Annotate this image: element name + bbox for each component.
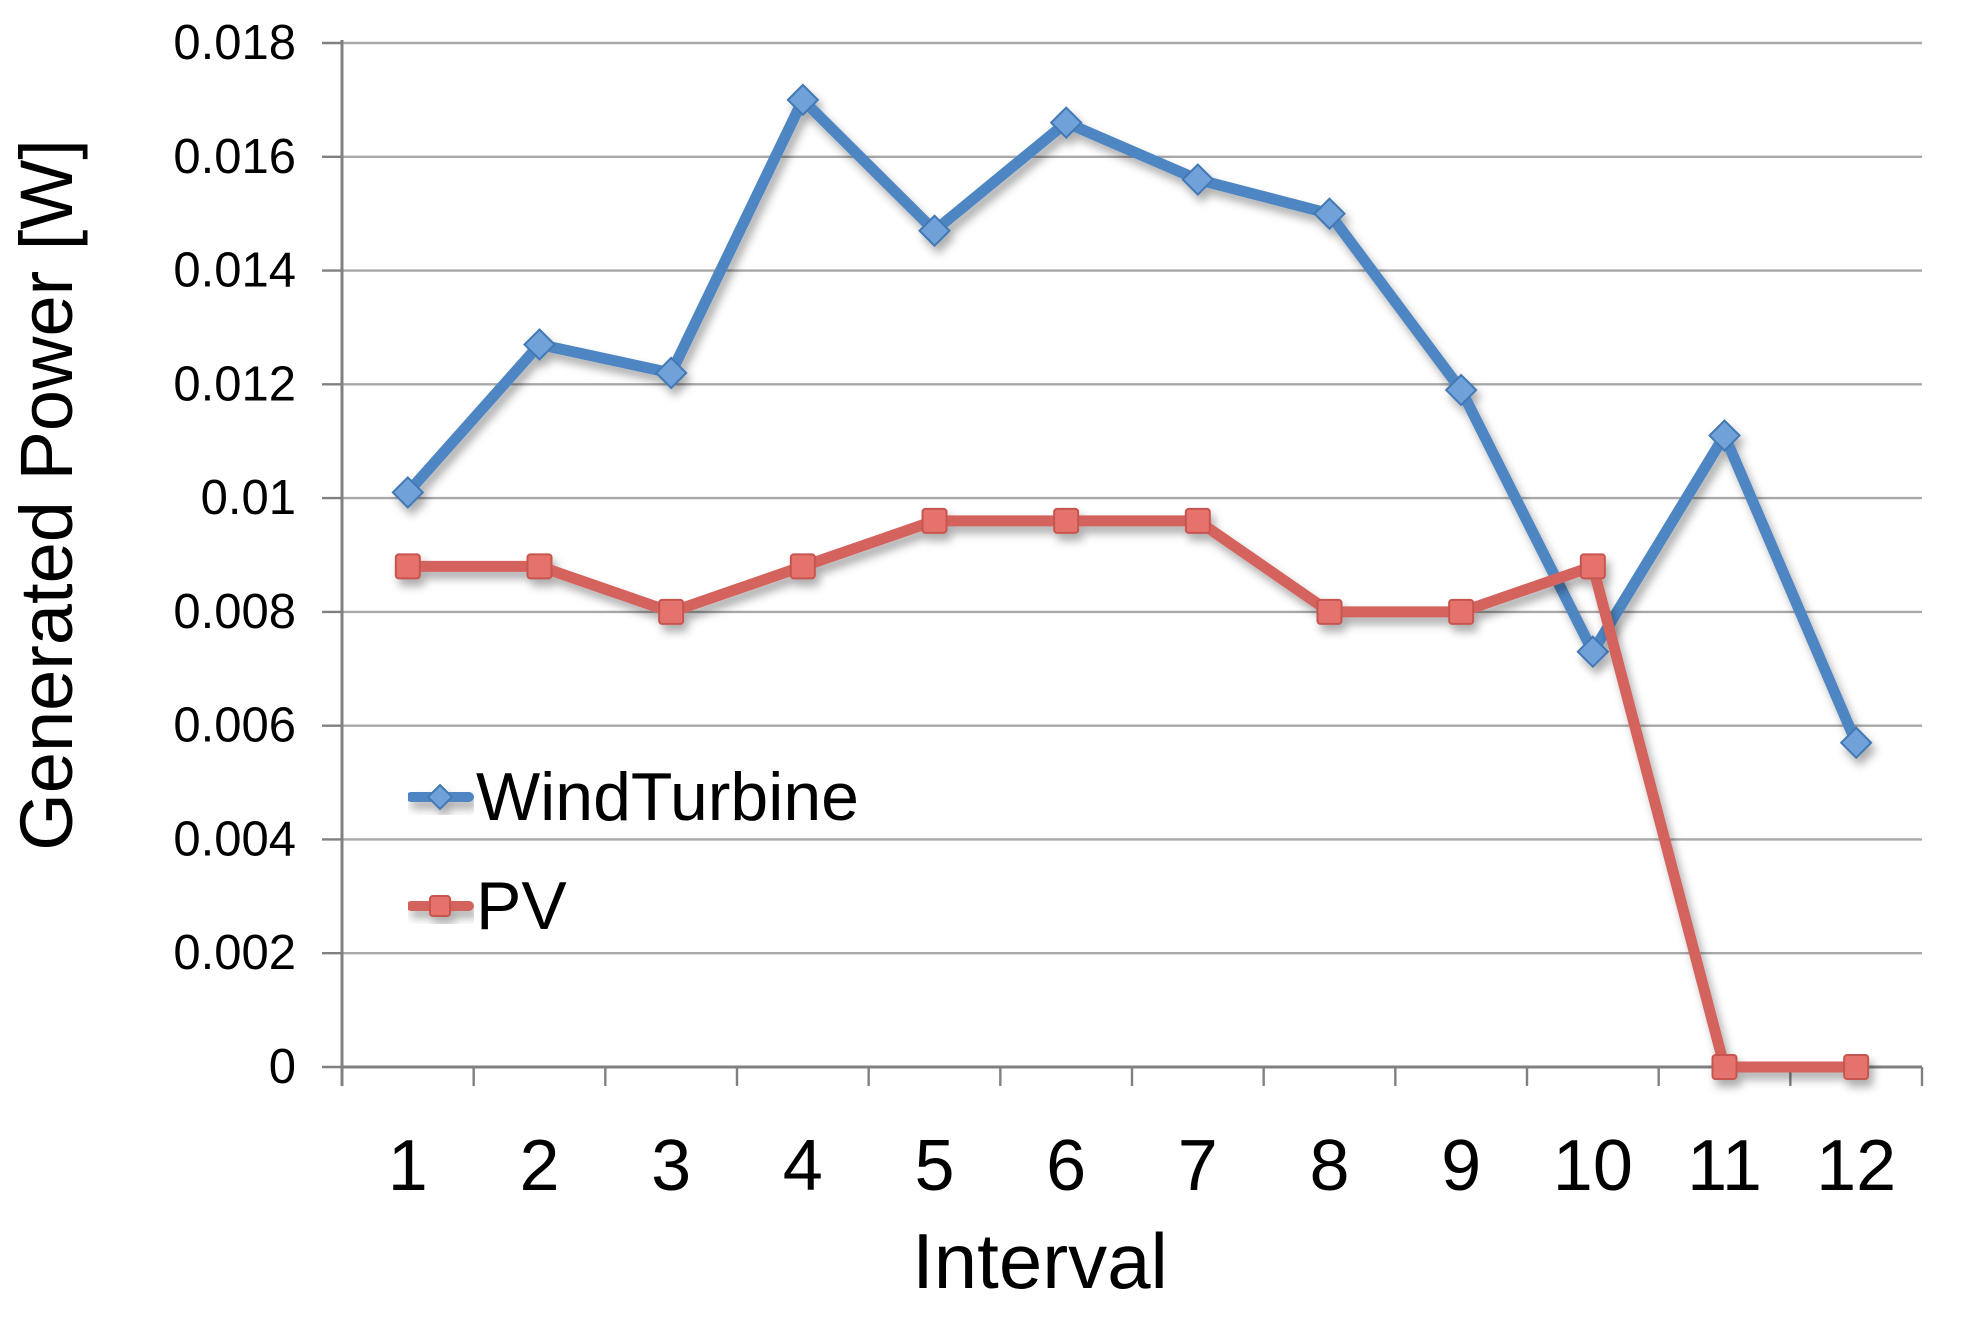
series-pv-marker — [526, 553, 553, 580]
y-tick-label: 0.018 — [173, 16, 296, 70]
series-pv-marker — [394, 553, 421, 580]
y-tick-label: 0.004 — [173, 812, 296, 866]
legend-label-windturbine: WindTurbine — [476, 759, 859, 835]
x-tick-label: 11 — [1687, 1126, 1762, 1206]
series-windturbine-marker — [523, 328, 556, 361]
series-pv — [394, 507, 1870, 1080]
x-tick-label: 8 — [1309, 1126, 1349, 1206]
legend-label-pv: PV — [476, 868, 567, 944]
x-axis-title: Interval — [912, 1217, 1168, 1305]
x-tick-label: 4 — [783, 1126, 823, 1206]
y-tick-label: 0 — [269, 1040, 296, 1094]
series-windturbine-marker — [786, 83, 820, 117]
series-pv-marker — [1316, 598, 1343, 625]
series-windturbine-marker — [918, 214, 951, 248]
series-pv-marker — [1843, 1054, 1870, 1080]
series-windturbine — [391, 83, 1873, 760]
series-windturbine-marker — [654, 356, 688, 390]
x-tick-label: 2 — [519, 1126, 559, 1206]
legend-item-pv: PV — [408, 872, 567, 940]
y-tick-label: 0.002 — [173, 926, 296, 980]
x-tick-label: 1 — [388, 1126, 428, 1206]
x-tick-label: 10 — [1553, 1126, 1633, 1206]
series-pv-marker — [1448, 598, 1475, 625]
series-pv-marker — [1579, 553, 1606, 580]
y-tick-label: 0.01 — [201, 471, 296, 525]
series-windturbine-marker — [1049, 106, 1083, 140]
series-windturbine-marker — [391, 476, 425, 509]
y-axis-title: Generated Power [W] — [5, 139, 88, 851]
series-pv-line — [402, 515, 1862, 1073]
x-tick-label: 3 — [651, 1126, 691, 1206]
series-windturbine-marker — [1181, 163, 1215, 196]
x-tick-label: 6 — [1046, 1126, 1086, 1206]
series-windturbine-marker — [1444, 373, 1478, 407]
y-tick-label: 0.016 — [173, 130, 296, 184]
x-tick-label: 7 — [1178, 1126, 1218, 1206]
x-tick-label: 12 — [1816, 1126, 1896, 1206]
x-tick-label: 9 — [1441, 1126, 1481, 1206]
y-tick-label: 0.014 — [173, 244, 296, 298]
pv-legend-marker-icon — [408, 895, 474, 917]
series-windturbine-marker — [1708, 419, 1741, 452]
y-tick-label: 0.008 — [173, 585, 296, 639]
series-windturbine-marker — [1313, 197, 1346, 231]
legend-item-windturbine: WindTurbine — [408, 763, 859, 831]
series-pv-marker — [658, 598, 685, 625]
series-pv-marker — [921, 507, 948, 534]
series-pv-marker — [1184, 507, 1211, 534]
series-windturbine-marker — [1576, 635, 1610, 669]
y-tick-label: 0.012 — [173, 357, 296, 411]
series-pv-marker — [1711, 1054, 1738, 1080]
x-tick-label: 5 — [914, 1126, 954, 1206]
windturbine-legend-marker-icon — [408, 783, 474, 811]
series-windturbine-line — [402, 94, 1862, 749]
series-windturbine-marker — [1839, 726, 1873, 760]
series-pv-marker — [1053, 507, 1080, 534]
series-pv-marker — [789, 553, 816, 580]
y-tick-label: 0.006 — [173, 699, 296, 753]
